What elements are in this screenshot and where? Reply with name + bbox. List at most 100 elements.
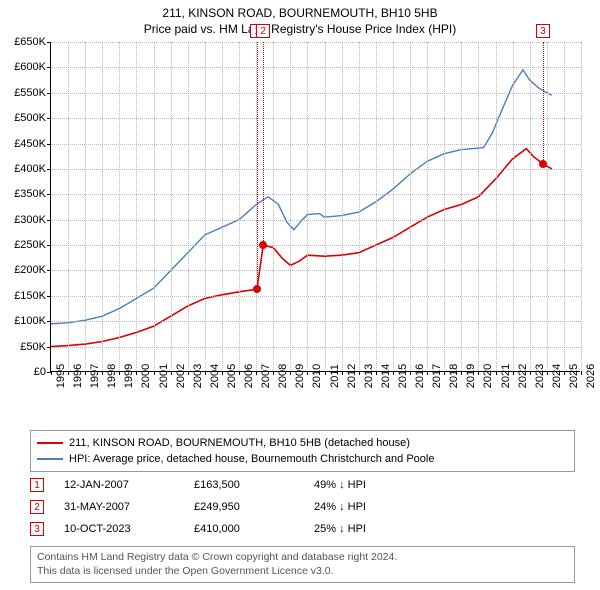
x-axis-label: 2006 — [243, 364, 255, 388]
x-axis-label: 1995 — [55, 364, 67, 388]
event-marker-2: 2 — [30, 500, 44, 514]
gridline-v — [136, 42, 137, 372]
x-axis-label: 2022 — [517, 364, 529, 388]
gridline-h — [51, 194, 581, 195]
event-vline — [257, 42, 258, 289]
gridline-v — [205, 42, 206, 372]
event-marker-box: 3 — [536, 24, 550, 38]
legend-box: 211, KINSON ROAD, BOURNEMOUTH, BH10 5HB … — [30, 430, 575, 472]
footer-box: Contains HM Land Registry data © Crown c… — [30, 546, 575, 583]
x-axis-label: 2018 — [448, 364, 460, 388]
x-axis-label: 2010 — [311, 364, 323, 388]
event-delta-3: 25% ↓ HPI — [314, 523, 366, 535]
x-axis-label: 1999 — [123, 364, 135, 388]
event-delta-1: 49% ↓ HPI — [314, 479, 366, 491]
legend-row: HPI: Average price, detached house, Bour… — [37, 451, 568, 467]
event-dot — [253, 285, 261, 293]
events-table: 1 12-JAN-2007 £163,500 49% ↓ HPI 2 31-MA… — [30, 474, 575, 540]
gridline-h — [51, 347, 581, 348]
x-axis-label: 2017 — [431, 364, 443, 388]
gridline-h — [51, 245, 581, 246]
gridline-h — [51, 67, 581, 68]
event-price-2: £249,950 — [194, 501, 314, 513]
gridline-h — [51, 169, 581, 170]
x-axis-label: 2003 — [192, 364, 204, 388]
y-axis-label: £350K — [0, 188, 46, 200]
x-axis-label: 2016 — [414, 364, 426, 388]
event-marker-box: 2 — [256, 24, 270, 38]
x-axis-label: 2008 — [277, 364, 289, 388]
gridline-v — [427, 42, 428, 372]
series-svg — [51, 42, 581, 372]
event-vline — [543, 42, 544, 164]
footer-line-1: Contains HM Land Registry data © Crown c… — [37, 551, 568, 565]
x-axis-label: 2004 — [209, 364, 221, 388]
gridline-v — [342, 42, 343, 372]
gridline-v — [273, 42, 274, 372]
x-axis-label: 2007 — [260, 364, 272, 388]
x-axis-label: 2001 — [158, 364, 170, 388]
gridline-v — [154, 42, 155, 372]
gridline-v — [188, 42, 189, 372]
x-axis-label: 1998 — [106, 364, 118, 388]
gridline-h — [51, 118, 581, 119]
x-axis-label: 2026 — [585, 364, 597, 388]
gridline-h — [51, 144, 581, 145]
legend-swatch-1 — [37, 442, 63, 444]
plot-region: £0£50K£100K£150K£200K£250K£300K£350K£400… — [50, 42, 580, 372]
gridline-v — [359, 42, 360, 372]
gridline-v — [530, 42, 531, 372]
x-axis-label: 2009 — [294, 364, 306, 388]
gridline-v — [290, 42, 291, 372]
gridline-v — [444, 42, 445, 372]
event-price-3: £410,000 — [194, 523, 314, 535]
gridline-h — [51, 93, 581, 94]
x-axis-label: 2002 — [175, 364, 187, 388]
gridline-v — [307, 42, 308, 372]
chart-area: £0£50K£100K£150K£200K£250K£300K£350K£400… — [50, 42, 580, 402]
x-axis-label: 2021 — [500, 364, 512, 388]
gridline-v — [547, 42, 548, 372]
footer-line-2: This data is licensed under the Open Gov… — [37, 565, 568, 579]
event-row: 1 12-JAN-2007 £163,500 49% ↓ HPI — [30, 474, 575, 496]
y-axis-label: £200K — [0, 264, 46, 276]
y-axis-label: £650K — [0, 36, 46, 48]
gridline-v — [376, 42, 377, 372]
event-date-1: 12-JAN-2007 — [64, 479, 194, 491]
legend-label-1: 211, KINSON ROAD, BOURNEMOUTH, BH10 5HB … — [69, 437, 410, 449]
title-block: 211, KINSON ROAD, BOURNEMOUTH, BH10 5HB … — [0, 0, 600, 38]
y-axis-label: £50K — [0, 341, 46, 353]
x-axis-label: 2013 — [363, 364, 375, 388]
event-row: 2 31-MAY-2007 £249,950 24% ↓ HPI — [30, 496, 575, 518]
gridline-v — [393, 42, 394, 372]
gridline-h — [51, 296, 581, 297]
x-axis-label: 1996 — [72, 364, 84, 388]
title-line-1: 211, KINSON ROAD, BOURNEMOUTH, BH10 5HB — [0, 6, 600, 20]
x-axis-label: 2005 — [226, 364, 238, 388]
gridline-v — [239, 42, 240, 372]
x-axis-label: 2020 — [482, 364, 494, 388]
event-price-1: £163,500 — [194, 479, 314, 491]
gridline-h — [51, 42, 581, 43]
gridline-v — [513, 42, 514, 372]
gridline-v — [564, 42, 565, 372]
legend-row: 211, KINSON ROAD, BOURNEMOUTH, BH10 5HB … — [37, 435, 568, 451]
gridline-v — [68, 42, 69, 372]
gridline-h — [51, 220, 581, 221]
y-axis-label: £250K — [0, 239, 46, 251]
event-marker-1: 1 — [30, 478, 44, 492]
event-marker-3: 3 — [30, 522, 44, 536]
event-date-2: 31-MAY-2007 — [64, 501, 194, 513]
gridline-v — [102, 42, 103, 372]
legend-swatch-2 — [37, 458, 63, 460]
y-axis-label: £450K — [0, 138, 46, 150]
series-price_paid — [51, 149, 552, 347]
y-axis-label: £300K — [0, 214, 46, 226]
gridline-v — [85, 42, 86, 372]
gridline-v — [410, 42, 411, 372]
event-date-3: 10-OCT-2023 — [64, 523, 194, 535]
y-axis-label: £600K — [0, 61, 46, 73]
gridline-h — [51, 321, 581, 322]
x-axis-label: 1997 — [89, 364, 101, 388]
x-axis-label: 2012 — [346, 364, 358, 388]
